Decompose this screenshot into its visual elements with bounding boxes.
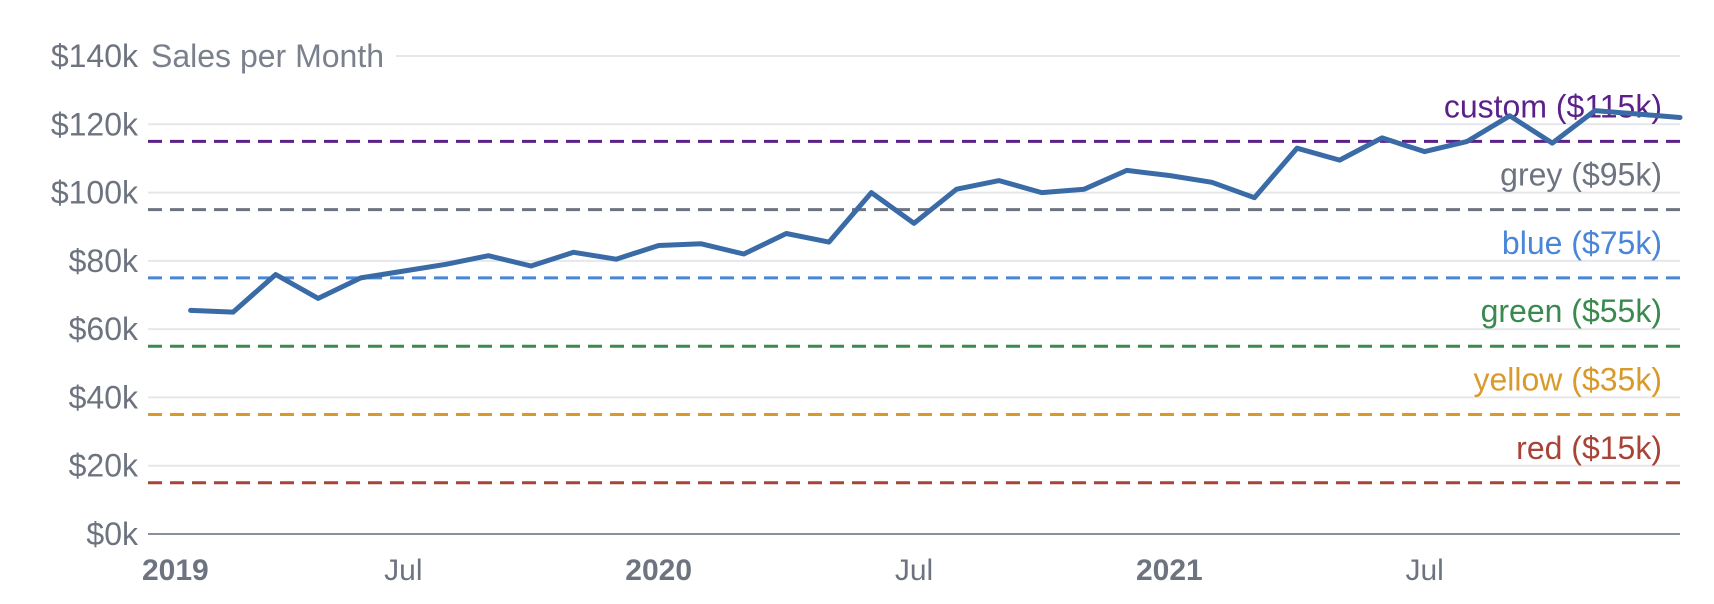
x-tick-label: Jul (384, 554, 422, 587)
chart-title-group: Sales per Month (145, 36, 397, 76)
x-axis-ticks: 2019 Jul 2020 Jul 2021 Jul (142, 554, 1444, 587)
series-layer (188, 108, 1683, 315)
y-axis-ticks: $0k $20k $40k $60k $80k $100k $120k $140k (51, 38, 139, 552)
chart-title: Sales per Month (151, 38, 384, 74)
x-tick-label: Jul (1405, 554, 1443, 587)
x-tick-label: 2019 (142, 554, 209, 587)
y-tick-label: $140k (51, 38, 139, 74)
reference-label: custom ($115k) (1444, 88, 1662, 124)
x-tick-label: 2020 (625, 554, 692, 587)
grid-lines (148, 55, 1680, 467)
y-tick-label: $20k (69, 448, 139, 484)
y-tick-label: $0k (86, 516, 139, 552)
y-tick-label: $120k (51, 106, 139, 142)
series-line (188, 108, 1683, 315)
reference-label: yellow ($35k) (1473, 362, 1662, 398)
reference-lines: custom ($115k) grey ($95k) blue ($75k) gree… (148, 88, 1680, 485)
x-tick-label: Jul (895, 554, 933, 587)
y-tick-label: $80k (69, 243, 139, 279)
x-tick-label: 2021 (1136, 554, 1203, 587)
y-tick-label: $40k (69, 379, 139, 415)
y-tick-label: $60k (69, 311, 139, 347)
reference-label: grey ($95k) (1500, 157, 1662, 193)
y-tick-label: $100k (51, 175, 139, 211)
reference-label: blue ($75k) (1502, 225, 1662, 261)
reference-label: red ($15k) (1516, 430, 1662, 466)
reference-label: green ($55k) (1481, 293, 1662, 329)
